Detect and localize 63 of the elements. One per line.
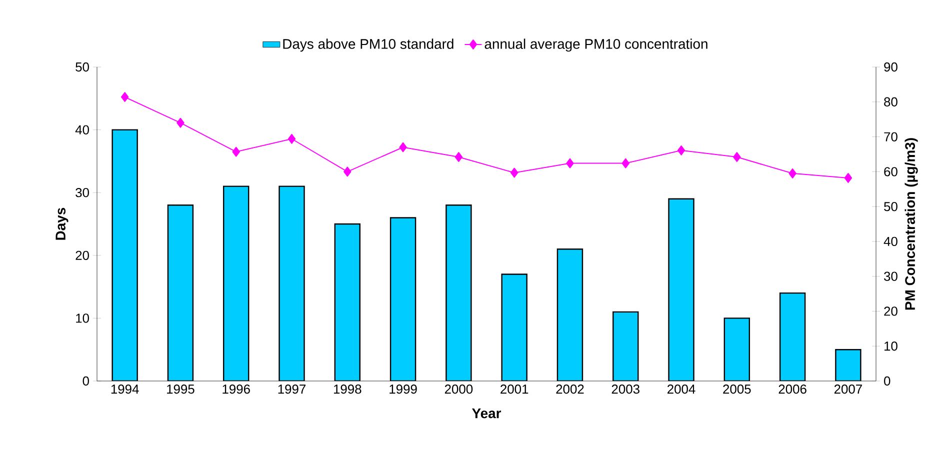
y-tick-label: 30 <box>76 188 89 198</box>
y2-tick-label: 60 <box>884 167 898 176</box>
bar <box>390 217 416 381</box>
y2-tick-label: 40 <box>884 236 898 246</box>
x-tick-label: 2004 <box>668 384 696 394</box>
y2-tick-label: 90 <box>884 62 898 72</box>
bar <box>724 318 750 381</box>
point <box>120 92 129 102</box>
point <box>344 166 352 177</box>
y2-tick-label: 20 <box>884 306 898 316</box>
x-tick-label: 2003 <box>612 384 640 394</box>
y-tick-label: 20 <box>76 250 89 260</box>
bar <box>112 129 138 381</box>
x-tick-label: 2000 <box>444 384 473 394</box>
point <box>399 142 407 152</box>
x-tick-label: 1998 <box>334 384 362 394</box>
legend-label: Days above PM10 standard <box>283 38 454 52</box>
bar <box>779 292 806 381</box>
y-tick-label: 40 <box>75 125 89 134</box>
y2-tick-label: 30 <box>884 272 898 281</box>
y2-tick-label: 80 <box>884 97 898 106</box>
bar <box>446 204 472 381</box>
x-tick-label: 2007 <box>834 384 862 394</box>
y2-tick-label: 10 <box>884 342 898 351</box>
x-tick-label: 2002 <box>556 384 584 394</box>
bar <box>668 198 694 381</box>
x-tick-label: 1995 <box>167 384 194 394</box>
x-tick-label: 1994 <box>111 384 139 394</box>
bar <box>223 186 250 381</box>
x-tick-label: 1997 <box>278 384 306 394</box>
point <box>677 145 686 156</box>
y2-tick-label: 70 <box>884 132 898 142</box>
y-axis-title: Days <box>56 208 68 240</box>
point <box>288 134 296 144</box>
point <box>622 158 630 168</box>
point <box>844 172 852 183</box>
bar <box>278 186 305 381</box>
bar <box>167 204 194 381</box>
point <box>733 152 741 162</box>
point <box>454 152 463 162</box>
point <box>510 168 518 178</box>
x-tick-label: 2005 <box>723 384 751 394</box>
point <box>176 118 184 128</box>
y-tick-label: 50 <box>76 62 89 72</box>
x-tick-label: 2001 <box>500 384 528 394</box>
legend-label: annual average PM10 concentration <box>484 38 708 52</box>
bar <box>612 311 639 381</box>
y2-axis-title: PM Concentration (µg/m3) <box>904 138 918 310</box>
bar <box>334 223 360 381</box>
bar <box>556 248 584 381</box>
y-tick-label: 10 <box>76 314 89 323</box>
x-axis-title: Year <box>472 408 502 418</box>
x-tick-label: 1999 <box>390 384 417 394</box>
y2-tick-label: 50 <box>884 202 898 212</box>
x-tick-label: 2006 <box>778 384 806 394</box>
x-tick-label: 1996 <box>222 384 250 394</box>
point <box>232 146 240 157</box>
bar <box>501 274 528 381</box>
y2-tick-label: 0 <box>884 376 890 386</box>
point <box>566 158 574 168</box>
point <box>788 168 796 178</box>
y-tick-label: 0 <box>82 376 89 386</box>
bar <box>835 349 862 381</box>
